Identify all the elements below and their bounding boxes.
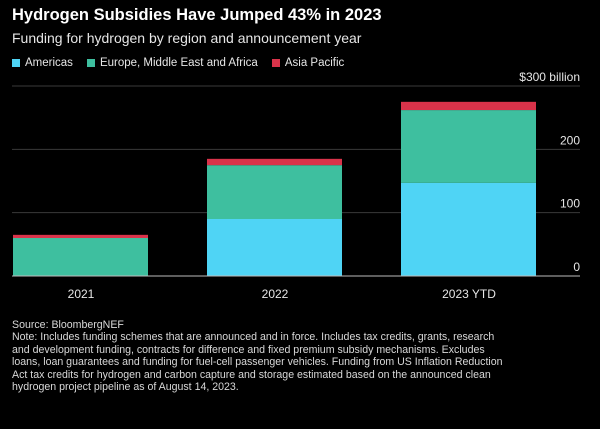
legend-label-americas: Americas bbox=[25, 57, 73, 69]
y-tick-label-200: 200 bbox=[560, 133, 580, 147]
y-tick-label-100: 100 bbox=[560, 197, 580, 211]
bar-2022-series-2 bbox=[207, 158, 342, 166]
x-tick-label-2022: 2022 bbox=[262, 287, 289, 301]
bar-2023-ytd-series-2 bbox=[401, 101, 536, 111]
legend-label-asia-pacific: Asia Pacific bbox=[284, 57, 345, 69]
bar-2021-series-1 bbox=[13, 238, 148, 276]
chart-footer: Source: BloombergNEF Note: Includes fund… bbox=[12, 319, 512, 393]
chart-subtitle: Funding for hydrogen by region and annou… bbox=[12, 30, 362, 46]
bar-2023-ytd-series-1 bbox=[401, 110, 536, 183]
legend-label-emea: Europe, Middle East and Africa bbox=[99, 57, 258, 69]
legend-swatch-asia-pacific bbox=[271, 59, 280, 67]
bar-2021-series-2 bbox=[13, 234, 148, 238]
x-tick-label-2023-ytd: 2023 YTD bbox=[442, 287, 496, 301]
note-text: Note: Includes funding schemes that are … bbox=[12, 331, 503, 394]
bar-chart: 0 100 200 $300 billion 2021 2022 2023 YTD bbox=[12, 72, 580, 301]
bar-2022-series-0 bbox=[207, 219, 342, 276]
chart-title: Hydrogen Subsidies Have Jumped 43% in 20… bbox=[12, 6, 382, 24]
x-tick-label-2021: 2021 bbox=[68, 287, 95, 301]
source-text: Source: BloombergNEF bbox=[12, 319, 124, 331]
legend-swatch-americas bbox=[12, 59, 20, 67]
y-tick-label-0: 0 bbox=[573, 260, 580, 274]
bar-2022-series-1 bbox=[207, 165, 342, 219]
legend-item-asia-pacific: Asia Pacific bbox=[271, 57, 345, 69]
legend-swatch-emea bbox=[86, 59, 95, 67]
y-tick-label-300: $300 billion bbox=[519, 72, 580, 84]
legend-item-emea: Europe, Middle East and Africa bbox=[86, 57, 258, 69]
legend-item-americas: Americas bbox=[12, 57, 73, 69]
bar-2023-ytd-series-0 bbox=[401, 182, 536, 276]
chart-legend: Americas Europe, Middle East and Africa … bbox=[12, 57, 344, 69]
